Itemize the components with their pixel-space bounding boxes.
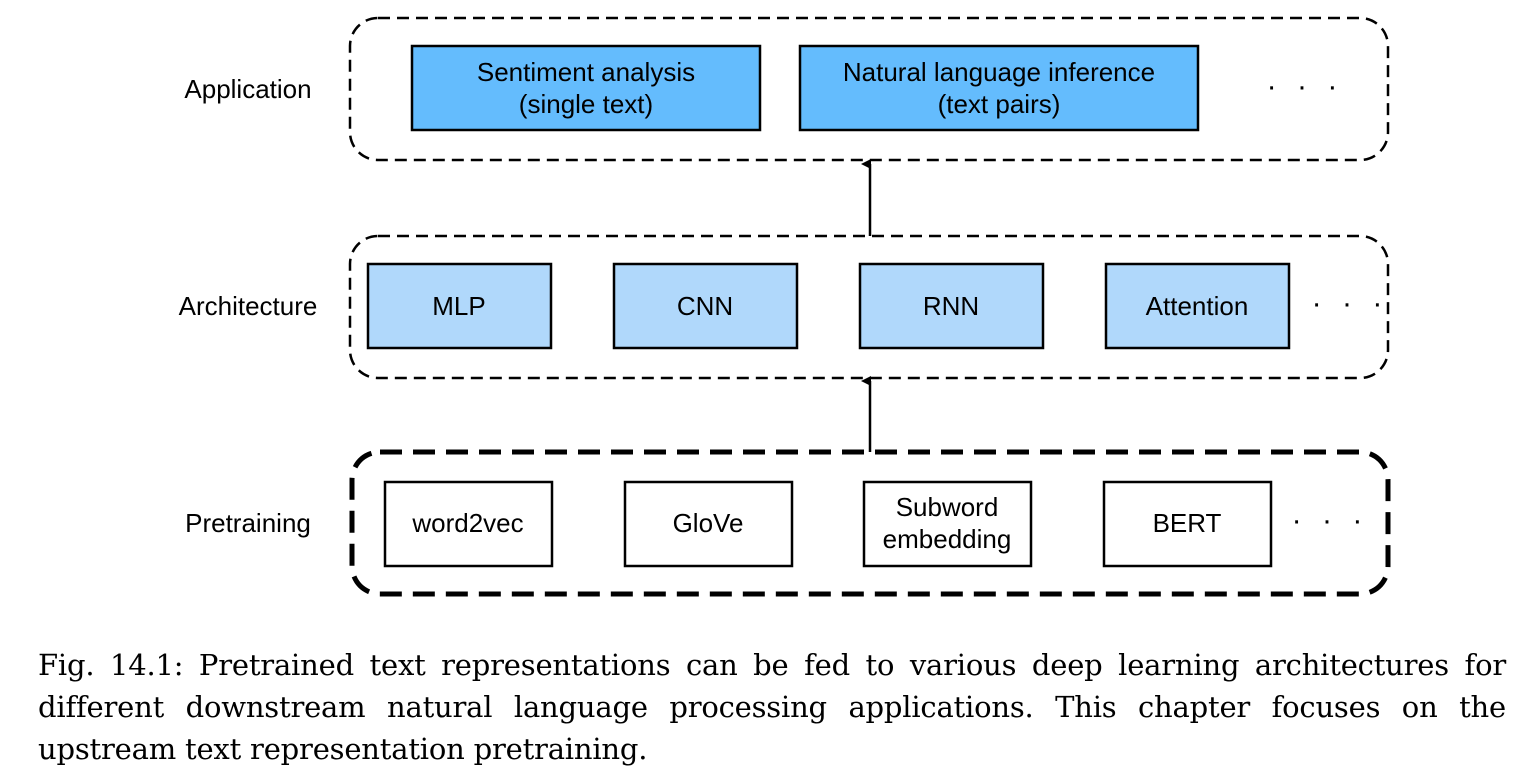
arch-box-attention	[1104, 262, 1291, 350]
application-more-ellipsis: · · ·	[1267, 70, 1344, 103]
arch-box-cnn-text: CNN	[677, 291, 733, 321]
pretraining-layer-container	[349, 449, 1391, 597]
app-box-nli	[798, 44, 1200, 132]
arch-box-attention-text: Attention	[1146, 291, 1249, 321]
architecture-layer-container	[348, 234, 1390, 380]
app-box-nli-line1: Natural language inference	[843, 57, 1155, 87]
pretraining-layer-label: Pretraining	[185, 508, 311, 538]
app-box-sentiment-line1: Sentiment analysis	[477, 57, 695, 87]
application-layer-label: Application	[184, 74, 311, 104]
application-layer-container	[348, 16, 1390, 162]
app-box-sentiment-line2: (single text)	[519, 89, 653, 119]
arch-box-cnn	[612, 262, 799, 350]
arch-box-mlp	[366, 262, 553, 350]
architecture-more-ellipsis: · · ·	[1312, 287, 1389, 320]
layer-diagram: Application Sentiment analysis (single t…	[179, 16, 1391, 597]
pre-box-word2vec-text: word2vec	[411, 508, 523, 538]
pre-box-glove	[623, 480, 794, 568]
app-box-sentiment	[410, 44, 762, 132]
architecture-layer-label: Architecture	[179, 291, 318, 321]
pre-box-subword-line1: Subword	[896, 492, 999, 522]
pre-box-bert	[1102, 480, 1273, 568]
arch-box-mlp-text: MLP	[432, 291, 485, 321]
pretraining-more-ellipsis: · · ·	[1292, 504, 1369, 537]
pre-box-word2vec	[383, 480, 554, 568]
arch-box-rnn	[858, 262, 1045, 350]
app-box-nli-line2: (text pairs)	[938, 89, 1061, 119]
arch-box-rnn-text: RNN	[923, 291, 979, 321]
pre-box-subword	[862, 480, 1033, 568]
pre-box-bert-text: BERT	[1153, 508, 1222, 538]
pre-box-subword-line2: embedding	[883, 524, 1012, 554]
figure-caption: Fig. 14.1: Pretrained text representatio…	[38, 648, 1506, 766]
pre-box-glove-text: GloVe	[673, 508, 744, 538]
